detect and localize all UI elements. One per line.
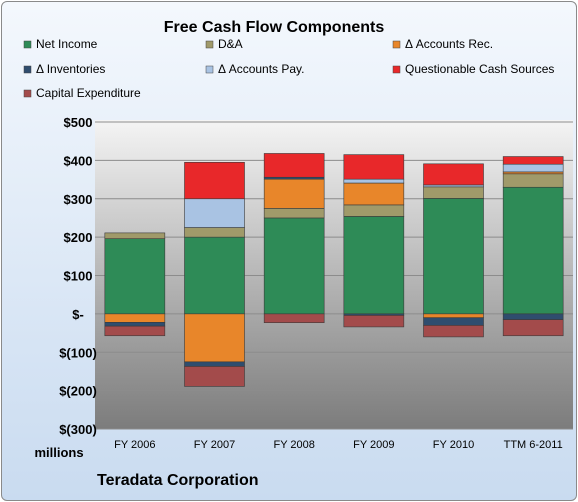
y-axis-unit-label: millions	[34, 445, 83, 460]
bar-capital-expenditure	[263, 313, 325, 324]
bar-questionable-cash-sources	[263, 153, 325, 178]
y-tick-label: $300	[64, 192, 93, 207]
legend-swatch-accounts-pay	[205, 65, 214, 74]
legend-label-accounts-rec: Δ Accounts Rec.	[405, 37, 493, 51]
bar-inventories	[423, 317, 484, 326]
company-name: Teradata Corporation	[97, 472, 259, 489]
y-tick-label: $(100)	[59, 345, 97, 360]
bar-capital-expenditure	[502, 319, 564, 337]
y-tick-label: $(300)	[59, 422, 97, 437]
x-tick-label: FY 2010	[433, 439, 474, 451]
bar-d-a	[343, 204, 405, 217]
y-tick-label: $400	[64, 153, 93, 168]
bar-accounts-rec	[343, 182, 405, 206]
bar-accounts-rec	[184, 313, 245, 363]
bar-accounts-rec	[104, 313, 166, 323]
bar-inventories	[502, 313, 564, 320]
legend-swatch-inventories	[23, 65, 32, 74]
chart-title: Free Cash Flow Components	[164, 19, 385, 36]
bar-questionable-cash-sources	[423, 163, 484, 186]
y-tick-label: $500	[64, 115, 93, 130]
y-tick-label: $(200)	[59, 384, 97, 399]
bar-inventories	[184, 361, 245, 367]
bar-accounts-rec	[423, 313, 484, 319]
gridlines	[95, 121, 573, 430]
bar-accounts-pay	[502, 163, 564, 173]
bar-d-a	[184, 227, 245, 238]
bar-capital-expenditure	[104, 325, 166, 337]
bar-net-income	[502, 186, 564, 315]
legend: Net Income D&A Δ Accounts Rec. Δ Inventorie…	[23, 37, 554, 100]
bar-questionable-cash-sources	[343, 154, 405, 180]
bar-d-a	[104, 232, 166, 239]
y-tick-label: $200	[64, 230, 93, 245]
legend-swatch-d-a	[205, 40, 214, 49]
bar-questionable-cash-sources	[502, 156, 564, 165]
legend-label-d-a: D&A	[218, 37, 243, 51]
bar-capital-expenditure	[184, 366, 245, 387]
legend-swatch-net-income	[23, 40, 32, 49]
bar-d-a	[502, 173, 564, 188]
bar-d-a	[263, 208, 325, 219]
legend-swatch-accounts-rec	[392, 40, 401, 49]
bar-inventories	[104, 322, 166, 327]
x-axis: FY 2006 FY 2007 FY 2008 FY 2009 FY 2010 TTM 6…	[114, 439, 563, 451]
bar-questionable-cash-sources	[184, 161, 245, 200]
bar-net-income	[423, 198, 484, 315]
bar-accounts-rec	[263, 178, 325, 209]
legend-swatch-questionable-cash-sources	[392, 65, 401, 74]
bar-net-income	[263, 217, 325, 315]
legend-label-questionable-cash-sources: Questionable Cash Sources	[405, 62, 554, 76]
bar-accounts-pay	[343, 178, 405, 184]
legend-label-inventories: Δ Inventories	[36, 62, 105, 76]
bar-net-income	[184, 236, 245, 315]
y-axis: $(300) $(200) $(100) $- $100 $200 $300 $400 $500	[59, 115, 97, 437]
legend-label-accounts-pay: Δ Accounts Pay.	[218, 62, 305, 76]
legend-label-net-income: Net Income	[36, 37, 98, 51]
bar-accounts-pay	[184, 198, 245, 228]
x-tick-label: FY 2006	[114, 439, 155, 451]
y-tick-label: $-	[72, 307, 84, 322]
x-tick-label: FY 2009	[353, 439, 394, 451]
bar-d-a	[423, 186, 484, 199]
plot-area	[95, 120, 573, 429]
bar-net-income	[104, 238, 166, 315]
bar-net-income	[343, 216, 405, 315]
bars	[104, 153, 564, 387]
bar-capital-expenditure	[343, 315, 405, 328]
y-tick-label: $100	[64, 269, 93, 284]
bar-capital-expenditure	[423, 325, 484, 338]
x-tick-label: FY 2008	[273, 439, 314, 451]
legend-label-capital-expenditure: Capital Expenditure	[36, 86, 141, 100]
x-tick-label: FY 2007	[194, 439, 235, 451]
x-tick-label: TTM 6-2011	[504, 439, 563, 451]
legend-swatch-capital-expenditure	[23, 89, 32, 98]
